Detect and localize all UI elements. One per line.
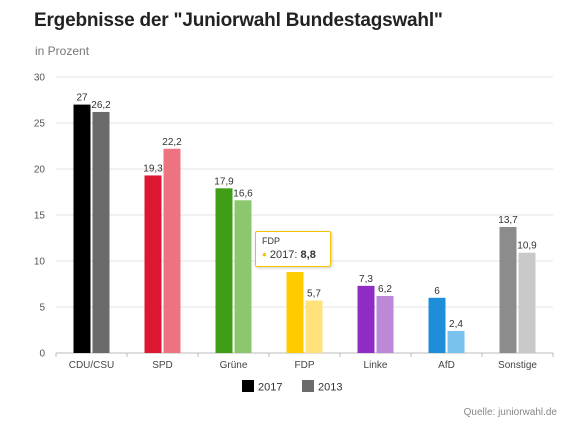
x-tick-label: AfD: [438, 360, 455, 371]
tooltip-header: FDP: [262, 236, 280, 246]
data-label: 27: [76, 93, 88, 104]
x-tick-label: Grüne: [220, 360, 248, 371]
data-label: 6: [434, 286, 440, 297]
bar-2017: [215, 188, 233, 353]
legend-item[interactable]: 2017: [242, 380, 282, 394]
x-tick-label: CDU/CSU: [69, 360, 115, 371]
x-tick-label: FDP: [295, 360, 315, 371]
y-tick-label: 10: [34, 257, 46, 268]
y-tick-label: 20: [34, 165, 46, 176]
data-label: 5,7: [307, 289, 321, 300]
bar-2013: [305, 300, 323, 353]
y-tick-label: 0: [39, 349, 45, 360]
bar-2017: [144, 175, 162, 353]
tooltip-value: 8,8: [300, 249, 316, 261]
bar-2013: [92, 111, 110, 354]
y-axis: 0 5 10 15 20 25 30: [34, 73, 46, 360]
y-tick-label: 5: [39, 303, 45, 314]
data-label: 13,7: [498, 215, 518, 226]
legend-swatch: [302, 380, 314, 392]
gridlines: [56, 76, 553, 354]
tooltip-series: 2017: [269, 249, 295, 261]
data-label: 6,2: [378, 284, 392, 295]
bar-2017: [286, 272, 304, 353]
bar-2013: [376, 295, 394, 353]
y-tick-label: 25: [34, 119, 46, 130]
data-label: 19,3: [143, 163, 163, 174]
data-label: 2,4: [449, 319, 463, 330]
bar-2017: [73, 104, 91, 353]
data-label: 10,9: [517, 241, 537, 252]
tooltip-line: ● 2017: 8,8: [262, 249, 316, 261]
y-tick-label: 30: [34, 73, 46, 84]
x-tick-label: Sonstige: [498, 360, 537, 371]
x-tick-label: SPD: [152, 360, 173, 371]
bar-2013: [234, 200, 252, 353]
bar-2013: [518, 252, 536, 353]
data-label: 16,6: [233, 188, 253, 199]
legend-label: 2017: [258, 382, 282, 394]
x-axis: CDU/CSU SPD Grüne FDP Linke AfD Sonstige: [55, 353, 554, 371]
bar-2017: [499, 226, 517, 353]
data-label: 7,3: [359, 274, 373, 285]
x-tick-label: Linke: [364, 360, 388, 371]
bar-2013: [163, 148, 181, 353]
legend-item[interactable]: 2013: [302, 380, 342, 394]
data-label: 17,9: [214, 176, 234, 187]
data-label: 22,2: [162, 137, 182, 148]
legend-label: 2013: [318, 382, 342, 394]
data-label: 26,2: [91, 100, 111, 111]
bar-2013: [447, 330, 465, 353]
bars: [73, 104, 536, 354]
legend: 2017 2013: [242, 380, 342, 394]
chart-title: Ergebnisse der "Juniorwahl Bundestagswah…: [34, 10, 443, 31]
legend-swatch: [242, 380, 254, 392]
series-dot-icon: ●: [262, 250, 267, 260]
y-tick-label: 15: [34, 211, 46, 222]
source-credit: Quelle: juniorwahl.de: [463, 407, 557, 418]
chart-subtitle: in Prozent: [35, 44, 90, 58]
bar-2017: [357, 285, 375, 353]
bar-2017: [428, 297, 446, 353]
data-tooltip: FDP ● 2017: 8,8: [255, 231, 331, 267]
